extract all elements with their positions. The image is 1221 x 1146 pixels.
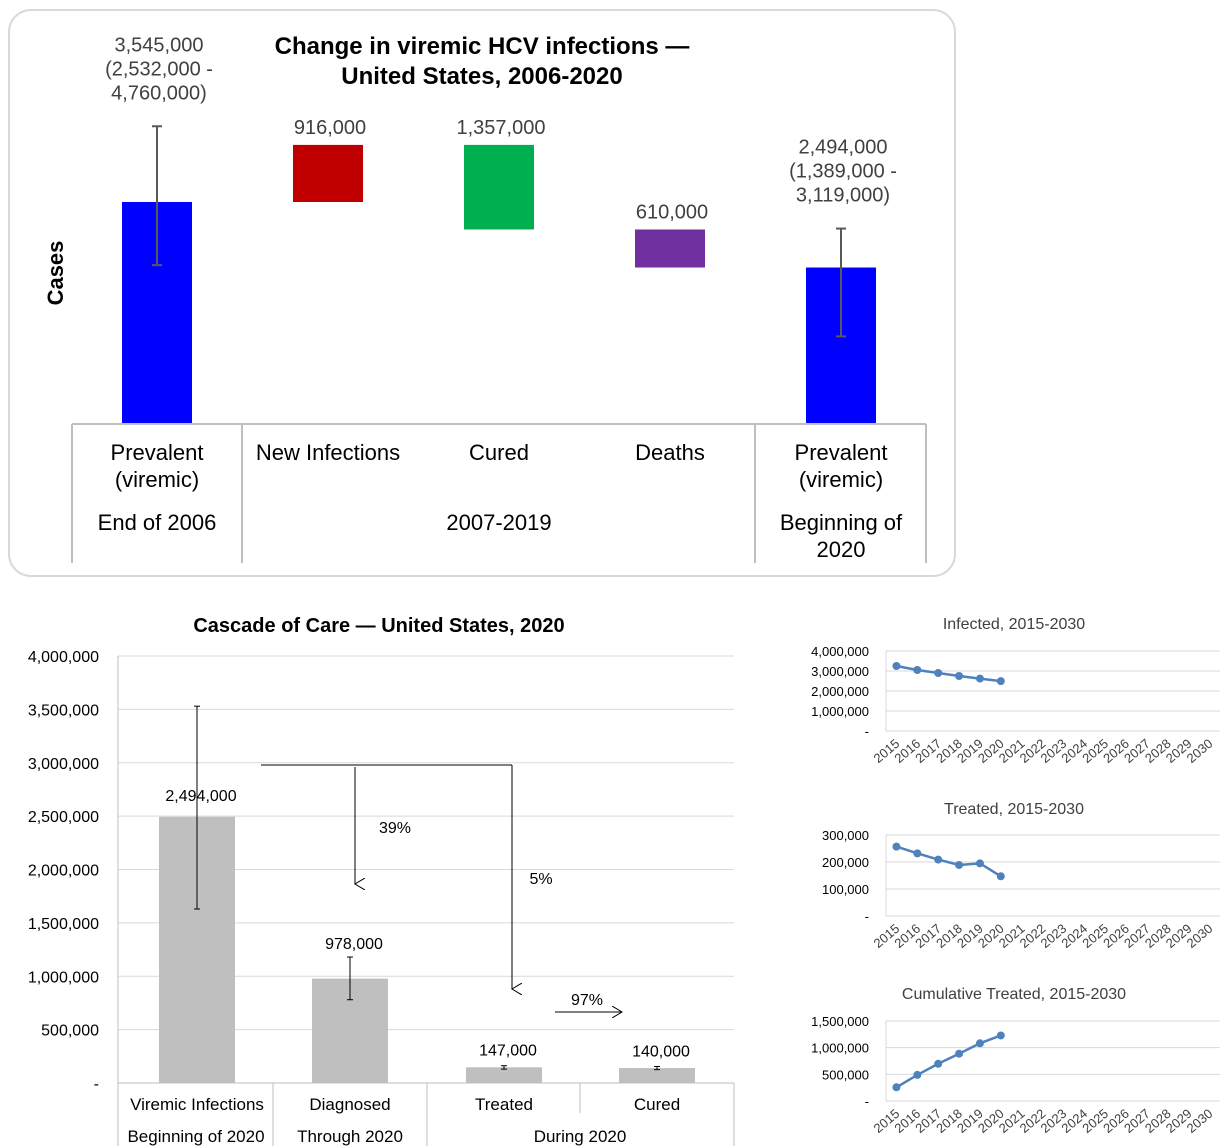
y-tick-label: 3,000,000 bbox=[811, 664, 869, 679]
annotation-label: 39% bbox=[379, 820, 411, 837]
data-point bbox=[934, 669, 943, 677]
y-tick-label: - bbox=[94, 1076, 99, 1093]
data-label: 4,760,000) bbox=[111, 82, 207, 104]
chart-title: Change in viremic HCV infections — bbox=[275, 33, 690, 60]
waterfall-bar bbox=[635, 229, 705, 268]
annotation-label: 5% bbox=[529, 871, 552, 888]
group-label: End of 2006 bbox=[98, 510, 217, 535]
group-label: 2020 bbox=[817, 537, 866, 562]
data-label: 610,000 bbox=[636, 201, 708, 223]
chart-title: Cascade of Care — United States, 2020 bbox=[193, 615, 564, 637]
y-tick-label: - bbox=[865, 909, 869, 924]
data-point bbox=[913, 666, 922, 674]
data-point bbox=[934, 1059, 943, 1068]
category-label: Treated bbox=[475, 1095, 533, 1114]
y-tick-label: 4,000,000 bbox=[811, 644, 869, 659]
y-tick-label: 3,000,000 bbox=[28, 756, 99, 773]
treated-line-chart: Treated, 2015-2030 - 100,000 200,000 300,000… bbox=[822, 801, 1220, 951]
series-line bbox=[896, 845, 1002, 878]
data-label: 2,494,000 bbox=[165, 788, 236, 805]
data-label: (1,389,000 - bbox=[789, 161, 897, 183]
chart-title: Cumulative Treated, 2015-2030 bbox=[902, 986, 1126, 1003]
cascade-of-care-chart: Cascade of Care — United States, 2020 - 50… bbox=[28, 615, 735, 1146]
category-label: Viremic Infections bbox=[130, 1095, 264, 1114]
category-label: (viremic) bbox=[799, 467, 883, 492]
data-point bbox=[955, 860, 964, 869]
group-label: Through 2020 bbox=[297, 1127, 403, 1146]
chart-frame bbox=[8, 9, 956, 577]
series-line bbox=[896, 664, 1001, 683]
data-label: 3,119,000) bbox=[796, 185, 890, 207]
y-tick-label: 2,000,000 bbox=[28, 863, 99, 880]
data-point bbox=[892, 1083, 901, 1092]
data-label: 2,494,000 bbox=[799, 137, 888, 159]
cascade-bar bbox=[466, 1067, 542, 1083]
chart-title: Infected, 2015-2030 bbox=[943, 616, 1085, 633]
data-label: 3,545,000 bbox=[115, 34, 204, 56]
y-tick-label: 2,500,000 bbox=[28, 809, 99, 826]
data-point bbox=[996, 872, 1005, 881]
data-point bbox=[975, 1039, 984, 1048]
data-point bbox=[975, 859, 984, 868]
data-label: 916,000 bbox=[294, 117, 366, 139]
waterfall-bar bbox=[293, 144, 363, 202]
y-axis-label: Cases bbox=[43, 241, 68, 306]
category-label: New Infections bbox=[256, 440, 400, 465]
data-label: 140,000 bbox=[632, 1043, 690, 1060]
y-tick-label: 500,000 bbox=[41, 1023, 99, 1040]
y-tick-label: 1,000,000 bbox=[811, 704, 869, 719]
cascade-bar bbox=[619, 1068, 695, 1083]
y-tick-label: 1,000,000 bbox=[28, 969, 99, 986]
category-label: Cured bbox=[469, 440, 529, 465]
group-label: 2007-2019 bbox=[446, 510, 551, 535]
infected-line-chart: Infected, 2015-2030 - 1,000,000 2,000,000 3,… bbox=[811, 616, 1220, 766]
y-tick-label: 1,000,000 bbox=[811, 1041, 869, 1056]
data-point bbox=[955, 672, 964, 680]
data-point bbox=[913, 849, 922, 858]
data-point bbox=[913, 1070, 922, 1079]
y-tick-label: 100,000 bbox=[822, 882, 869, 897]
y-tick-label: - bbox=[865, 1094, 869, 1109]
cumulative-treated-line-chart: Cumulative Treated, 2015-2030 - 500,000 1,0… bbox=[811, 986, 1220, 1136]
y-tick-label: - bbox=[865, 724, 869, 739]
data-point bbox=[996, 677, 1005, 686]
series-line bbox=[895, 1034, 1002, 1089]
data-label: (2,532,000 - bbox=[105, 58, 213, 80]
waterfall-chart: Change in viremic HCV infections — United… bbox=[8, 9, 956, 577]
chart-title: United States, 2006-2020 bbox=[341, 63, 622, 90]
category-label: Prevalent bbox=[111, 440, 204, 465]
category-label: (viremic) bbox=[115, 467, 199, 492]
y-tick-label: 1,500,000 bbox=[28, 916, 99, 933]
y-tick-label: 3,500,000 bbox=[28, 702, 99, 719]
data-label: 147,000 bbox=[479, 1043, 537, 1060]
group-label: Beginning of 2020 bbox=[127, 1127, 264, 1146]
category-label: Prevalent bbox=[795, 440, 888, 465]
y-tick-label: 500,000 bbox=[822, 1067, 869, 1082]
data-label: 1,357,000 bbox=[457, 117, 546, 139]
data-point bbox=[996, 1031, 1005, 1040]
y-tick-label: 2,000,000 bbox=[811, 684, 869, 699]
y-tick-label: 4,000,000 bbox=[28, 649, 99, 666]
category-label: Deaths bbox=[635, 440, 705, 465]
y-tick-label: 1,500,000 bbox=[811, 1014, 869, 1029]
waterfall-bar bbox=[464, 144, 534, 230]
y-tick-label: 300,000 bbox=[822, 828, 869, 843]
data-point bbox=[975, 674, 984, 683]
category-label: Cured bbox=[634, 1095, 680, 1114]
group-label: Beginning of bbox=[780, 510, 903, 535]
data-point bbox=[892, 662, 901, 670]
data-point bbox=[934, 855, 943, 864]
data-point bbox=[955, 1049, 964, 1058]
category-label: Diagnosed bbox=[309, 1095, 390, 1114]
annotation-label: 97% bbox=[571, 992, 603, 1009]
data-point bbox=[892, 842, 901, 851]
data-label: 978,000 bbox=[325, 936, 383, 953]
y-tick-label: 200,000 bbox=[822, 855, 869, 870]
chart-title: Treated, 2015-2030 bbox=[944, 801, 1084, 818]
group-label: During 2020 bbox=[534, 1127, 627, 1146]
